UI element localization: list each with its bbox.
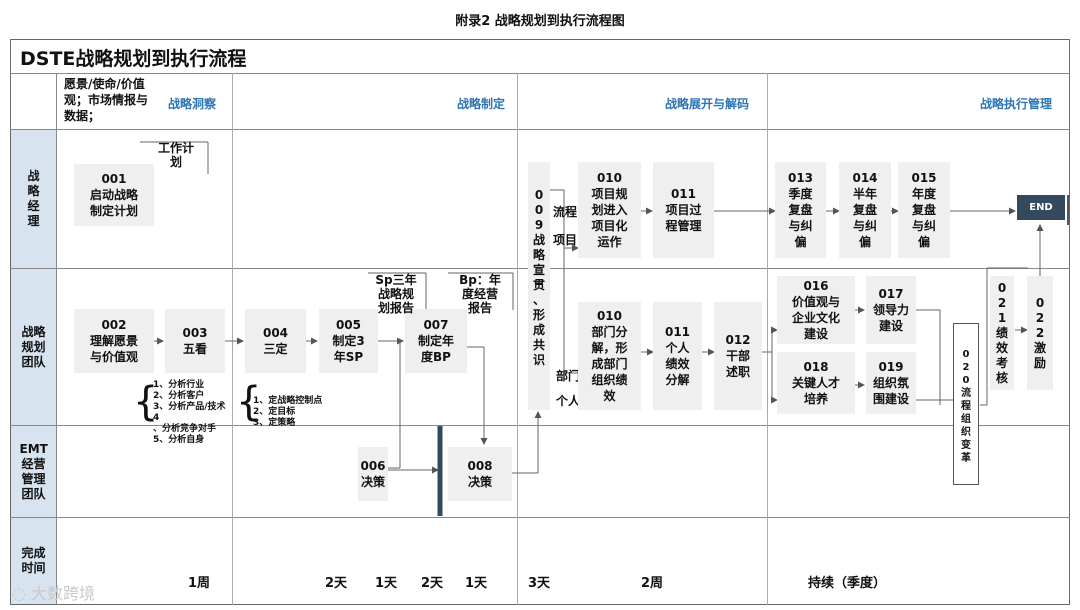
step-015-annual-review: 015 年度 复盘 与纠 偏	[898, 162, 950, 258]
step-011-personal-perf: 011 个人 绩效 分解	[653, 302, 702, 410]
note-bp-report: Bp：年 度经营 报告	[459, 273, 501, 315]
step-008-decision: 008 决策	[448, 447, 512, 501]
diagram-frame	[10, 39, 1070, 605]
phase-execution: 战略执行管理	[980, 97, 1053, 111]
row-strategy-team: 战略规划团队	[11, 269, 56, 425]
time-2days-a: 2天	[325, 576, 348, 591]
step-018-talent: 018 关键人才 培养	[777, 352, 855, 414]
phase-divider-2	[517, 73, 518, 605]
time-2days-b: 2天	[421, 576, 444, 591]
brace-three-settings: {	[236, 379, 262, 425]
step-003-five-looks: 003 五看	[165, 309, 225, 373]
phase-formulation: 战略制定	[457, 97, 506, 111]
phase-decoding: 战略展开与解码	[665, 97, 750, 111]
step-013-quarterly-review: 013 季度 复盘 与纠 偏	[775, 162, 826, 258]
list-three-settings: 1、定战略控制点 2、定目标 3、定策略	[253, 396, 323, 428]
step-022-incentive: 0 2 2 激 励	[1027, 276, 1053, 390]
watermark: ◌ 大数跨境	[12, 584, 96, 603]
time-1day-a: 1天	[375, 576, 398, 591]
step-001-launch-plan: 001 启动战略 制定计划	[74, 164, 154, 226]
step-007-bp: 007 制定年 度BP	[405, 309, 467, 373]
note-person: 个人	[555, 394, 580, 408]
time-insight: 1周	[188, 576, 211, 591]
watermark-logo-icon: ◌	[12, 584, 32, 603]
row-completion-time: 完成时间	[11, 518, 56, 604]
row-divider-2	[10, 425, 1070, 426]
step-021-performance: 0 2 1 绩 效 考 核	[990, 276, 1014, 390]
step-016-culture: 016 价值观与 企业文化 建设	[777, 276, 855, 344]
phase-insight: 战略洞察	[168, 97, 217, 111]
figure-caption: 附录2 战略规划到执行流程图	[455, 14, 625, 29]
step-005-sp: 005 制定3 年SP	[319, 309, 378, 373]
step-006-decision: 006 决策	[358, 447, 388, 501]
note-dept: 部门	[555, 369, 580, 383]
phase-divider-1	[232, 73, 233, 605]
header-col-divider	[56, 73, 57, 605]
step-011-project-mgmt: 011 项目过 程管理	[653, 162, 714, 258]
step-010-dept-perf: 010 部门分 解，形 成部门 组织绩 效	[578, 302, 641, 410]
time-2weeks: 2周	[641, 576, 664, 591]
step-012-cadre-report: 012 干部 述职	[714, 302, 762, 410]
end-node: END	[1017, 195, 1065, 220]
inputs-label: 愿景/使命/价值观；市场情报与数据；	[64, 77, 149, 123]
note-flow-project: 流程 项目	[552, 205, 577, 247]
phase-divider-3	[767, 73, 768, 605]
step-002-vision: 002 理解愿景 与价值观	[74, 309, 154, 373]
note-work-plan: 工作计 划	[157, 141, 194, 169]
brace-five-looks: {	[133, 379, 159, 425]
row-emt: EMT经营管理团队	[11, 426, 56, 517]
step-020-org-change: 0 2 0 流 程 组 织 变 革	[953, 323, 979, 485]
step-004-three-settings: 004 三定	[245, 309, 306, 373]
note-sp-report: Sp三年 战略规 划报告	[375, 273, 417, 315]
time-3days: 3天	[528, 576, 551, 591]
diagram-title: DSTE战略规划到执行流程	[20, 48, 247, 70]
row-strategy-manager: 战略经理	[11, 130, 56, 268]
step-017-leadership: 017 领导力 建设	[866, 276, 916, 344]
step-019-atmosphere: 019 组织氛 围建设	[866, 352, 916, 414]
step-014-halfyear-review: 014 半年 复盘 与纠 偏	[839, 162, 891, 258]
header-divider	[10, 129, 1070, 130]
time-continuous: 持续（季度）	[808, 576, 887, 591]
step-010-project-plan: 010 项目规 划进入 项目化 运作	[578, 162, 641, 258]
list-five-looks: 1、分析行业 2、分析客户 3、分析产品/技术 4 、分析竞争对手 5、分析自身	[153, 380, 226, 445]
time-1day-b: 1天	[465, 576, 488, 591]
row-divider-3	[10, 517, 1070, 518]
title-divider	[10, 73, 1070, 74]
step-009-communicate: 0 0 9 战 略 宣 贯 、 形 成 共 识	[528, 162, 550, 410]
